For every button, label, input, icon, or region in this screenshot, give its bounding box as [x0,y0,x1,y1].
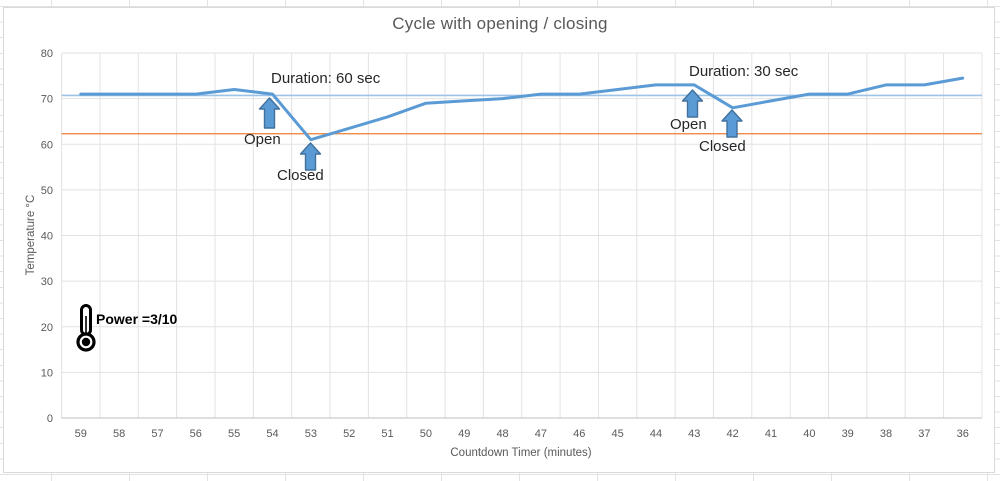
x-tick-label: 52 [343,428,355,440]
y-axis-title: Temperature °C [25,194,37,276]
x-tick-label: 57 [151,428,163,440]
y-tick-label: 10 [41,367,53,379]
y-tick-label: 20 [41,322,53,334]
annotation-duration-60: Duration: 60 sec [271,70,381,87]
y-tick-label: 60 [41,139,53,151]
y-tick-label: 40 [41,231,53,243]
x-tick-label: 37 [918,428,930,440]
y-tick-label: 30 [41,276,53,288]
x-tick-label: 42 [727,428,739,440]
y-tick-label: 50 [41,185,53,197]
x-tick-label: 44 [650,428,662,440]
chart-title: Cycle with opening / closing [392,14,608,33]
x-axis-title: Countdown Timer (minutes) [450,447,592,459]
annotation-closed-2: Closed [699,138,746,155]
x-tick-label: 46 [573,428,585,440]
x-tick-label: 58 [113,428,125,440]
x-tick-label: 56 [190,428,202,440]
x-tick-label: 50 [420,428,432,440]
x-tick-label: 48 [496,428,508,440]
x-tick-label: 54 [266,428,278,440]
x-tick-label: 36 [957,428,969,440]
up-arrow-icon [299,142,322,171]
annotation-duration-30: Duration: 30 sec [689,63,799,80]
x-tick-label: 39 [842,428,854,440]
up-arrow-icon [681,89,704,118]
x-tick-label: 51 [381,428,393,440]
annotation-open-1: Open [244,131,281,148]
x-tick-label: 38 [880,428,892,440]
x-tick-label: 53 [305,428,317,440]
x-tick-label: 40 [803,428,815,440]
y-tick-label: 0 [47,413,53,425]
temperature-line [79,76,965,142]
x-tick-label: 59 [75,428,87,440]
x-tick-label: 55 [228,428,240,440]
x-tick-label: 43 [688,428,700,440]
up-arrow-icon [258,97,281,129]
x-tick-label: 47 [535,428,547,440]
x-tick-label: 45 [611,428,623,440]
x-tick-label: 49 [458,428,470,440]
up-arrow-icon [721,109,743,138]
y-tick-label: 80 [41,48,53,60]
power-label: Power =3/10 [96,311,178,327]
chart-object[interactable] [3,7,995,473]
y-tick-label: 70 [41,94,53,106]
x-tick-label: 41 [765,428,777,440]
annotation-closed-1: Closed [277,167,324,184]
thermometer-icon [76,304,96,352]
annotation-open-2: Open [670,116,707,133]
